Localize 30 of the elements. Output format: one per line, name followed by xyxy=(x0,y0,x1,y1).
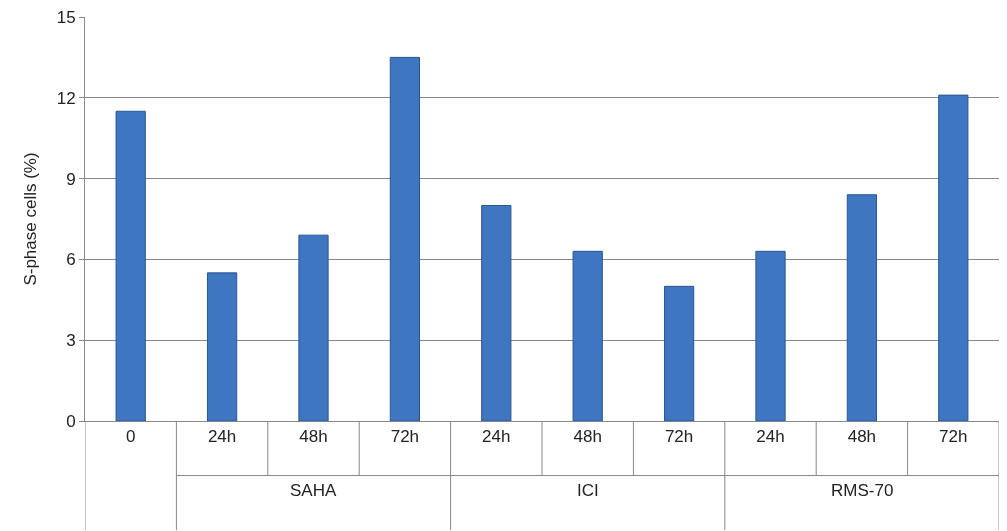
bar xyxy=(755,250,786,421)
x-tick-label: 24h xyxy=(207,427,237,447)
bar xyxy=(846,194,878,421)
y-tick-label: 12 xyxy=(56,88,76,108)
x-tick-label: 0 xyxy=(125,427,136,447)
y-axis-title: S-phase cells (%) xyxy=(21,152,41,286)
x-tick-label: 72h xyxy=(664,427,694,447)
x-tick-label: 24h xyxy=(756,427,785,447)
x-tick-label: 24h xyxy=(482,427,511,447)
text: ICI xyxy=(577,481,599,500)
text: SAHA xyxy=(290,481,337,500)
y-tick-label: 9 xyxy=(66,169,76,189)
bar xyxy=(572,250,603,421)
y-tick-label: 6 xyxy=(66,250,76,270)
x-tick-label: 48h xyxy=(847,427,877,447)
text: RMS-70 xyxy=(831,481,894,500)
bar xyxy=(389,56,421,421)
bar xyxy=(115,110,146,421)
y-tick-label: 3 xyxy=(66,331,76,351)
bar xyxy=(938,94,969,421)
x-tick-label: 72h xyxy=(939,427,968,447)
x-tick-label: 48h xyxy=(299,427,328,447)
bar xyxy=(663,285,695,421)
bar xyxy=(481,205,512,421)
x-tick-label: 48h xyxy=(573,427,602,447)
y-tick-label: 0 xyxy=(66,411,76,431)
bar xyxy=(206,272,238,421)
x-tick-label: 72h xyxy=(390,427,420,447)
y-tick-label: 15 xyxy=(56,7,76,27)
bar xyxy=(298,234,329,421)
